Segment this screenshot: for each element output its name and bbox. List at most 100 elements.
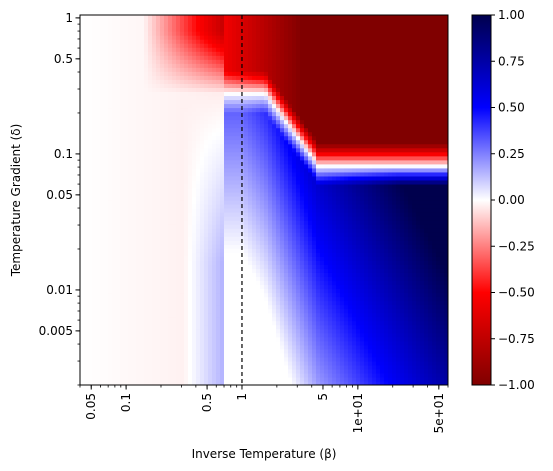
heatmap-cell xyxy=(292,244,297,249)
heatmap-cell xyxy=(220,260,225,265)
heatmap-cell xyxy=(112,63,117,68)
heatmap-cell xyxy=(164,308,169,314)
heatmap-cell xyxy=(204,103,209,109)
heatmap-cell xyxy=(292,328,297,334)
heatmap-cell xyxy=(292,27,297,32)
heatmap-cell xyxy=(96,224,101,229)
heatmap-cell xyxy=(232,15,237,20)
heatmap-cell xyxy=(192,147,197,153)
heatmap-cell xyxy=(220,143,225,149)
heatmap-cell xyxy=(96,360,101,366)
heatmap-cell xyxy=(144,79,149,84)
heatmap-cell xyxy=(120,288,125,294)
heatmap-cell xyxy=(160,208,165,213)
heatmap-cell xyxy=(264,200,269,205)
heatmap-cell xyxy=(248,87,253,93)
heatmap-cell xyxy=(176,103,181,109)
heatmap-cell xyxy=(288,244,293,249)
heatmap-cell xyxy=(116,260,121,265)
heatmap-cell xyxy=(264,292,269,298)
heatmap-cell xyxy=(288,260,293,265)
heatmap-cell xyxy=(224,224,229,229)
heatmap-cell xyxy=(120,63,125,68)
heatmap-cell xyxy=(232,356,237,362)
heatmap-cell xyxy=(120,368,125,374)
heatmap-cell xyxy=(192,183,197,189)
heatmap-cell xyxy=(280,147,285,153)
heatmap-cell xyxy=(216,35,221,40)
heatmap-cell xyxy=(80,200,85,205)
heatmap-cell xyxy=(244,179,249,185)
heatmap-cell xyxy=(200,51,205,56)
heatmap-cell xyxy=(276,75,281,80)
heatmap-cell xyxy=(276,376,281,382)
heatmap-cell xyxy=(264,103,269,109)
heatmap-cell xyxy=(296,356,301,362)
heatmap-cell xyxy=(208,236,213,241)
heatmap-cell xyxy=(252,252,257,257)
heatmap-cell xyxy=(260,200,265,205)
heatmap-cell xyxy=(120,95,125,101)
heatmap-cell xyxy=(172,216,177,221)
heatmap-cell xyxy=(216,119,221,125)
heatmap-cell xyxy=(292,95,297,101)
heatmap-cell xyxy=(124,216,129,221)
heatmap-cell xyxy=(140,43,145,48)
heatmap-cell xyxy=(96,151,101,157)
heatmap-cell xyxy=(216,175,221,181)
heatmap-cell xyxy=(96,91,101,97)
heatmap-cell xyxy=(96,204,101,209)
heatmap-cell xyxy=(80,139,85,145)
heatmap-cell xyxy=(164,292,169,298)
heatmap-cell xyxy=(280,268,285,273)
heatmap-cell xyxy=(148,376,153,382)
heatmap-cell xyxy=(252,143,257,149)
heatmap-cell xyxy=(216,163,221,169)
heatmap-cell xyxy=(188,47,193,52)
heatmap-cell xyxy=(256,272,261,278)
heatmap-cell xyxy=(236,51,241,56)
heatmap-cell xyxy=(244,59,249,64)
heatmap-cell xyxy=(196,187,201,193)
heatmap-cell xyxy=(204,276,209,282)
heatmap-cell xyxy=(164,268,169,273)
heatmap-cell xyxy=(292,352,297,358)
heatmap-cell xyxy=(80,119,85,125)
heatmap-cell xyxy=(240,115,245,121)
heatmap-cell xyxy=(256,71,261,76)
heatmap-cell xyxy=(232,139,237,145)
heatmap-cell xyxy=(144,268,149,273)
heatmap-cell xyxy=(104,344,109,350)
heatmap-cell xyxy=(276,200,281,205)
heatmap-cell xyxy=(144,296,149,302)
heatmap-cell xyxy=(264,19,269,24)
heatmap-cell xyxy=(108,208,113,213)
heatmap-cell xyxy=(140,31,145,36)
heatmap-cell xyxy=(100,276,105,282)
heatmap-cell xyxy=(108,312,113,318)
heatmap-cell xyxy=(216,380,221,385)
heatmap-cell xyxy=(292,75,297,80)
heatmap-cell xyxy=(268,95,273,101)
heatmap-cell xyxy=(180,240,185,245)
heatmap-cell xyxy=(80,27,85,32)
heatmap-cell xyxy=(100,308,105,314)
heatmap-cell xyxy=(272,340,277,346)
heatmap-cell xyxy=(132,163,137,169)
heatmap-cell xyxy=(168,240,173,245)
heatmap-cell xyxy=(88,272,93,278)
heatmap-cell xyxy=(164,55,169,60)
heatmap-cell xyxy=(92,224,97,229)
heatmap-cell xyxy=(204,316,209,322)
heatmap-cell xyxy=(192,328,197,334)
heatmap-cell xyxy=(156,376,161,382)
heatmap-cell xyxy=(260,264,265,269)
heatmap-cell xyxy=(176,15,181,20)
heatmap-cell xyxy=(248,256,253,261)
heatmap-cell xyxy=(196,179,201,185)
heatmap-cell xyxy=(268,244,273,249)
heatmap-cell xyxy=(260,376,265,382)
heatmap-cell xyxy=(96,208,101,213)
heatmap-cell xyxy=(248,79,253,84)
